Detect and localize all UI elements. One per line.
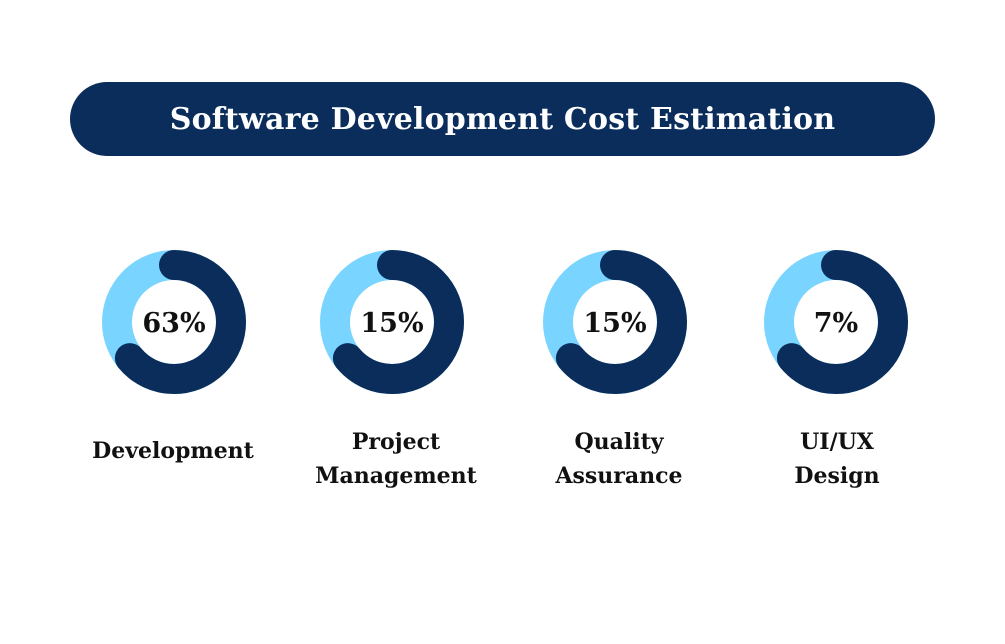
- donut-value-arc: [102, 250, 246, 394]
- donut-value-label: 63%: [142, 308, 205, 339]
- donut-chart-2: 15%: [543, 250, 687, 394]
- category-label-line: Development: [92, 438, 254, 464]
- category-label-line: Project: [351, 429, 441, 455]
- category-label-project-management: Project Management: [286, 425, 506, 493]
- donut-value-label: 15%: [360, 308, 423, 339]
- category-label-development: Development: [63, 434, 283, 468]
- category-label-line: Design: [794, 463, 880, 489]
- donut-value-label: 15%: [583, 308, 646, 339]
- donut-value-arc: [543, 250, 687, 394]
- title-banner: Software Development Cost Estimation: [70, 82, 935, 156]
- donut-value-arc: [764, 250, 908, 394]
- chart-title: Software Development Cost Estimation: [169, 101, 836, 137]
- category-label-line: Quality: [574, 429, 664, 455]
- category-label-line: Management: [315, 463, 477, 489]
- category-label-ui-ux-design: UI/UX Design: [727, 425, 947, 493]
- donut-value-arc: [320, 250, 464, 394]
- category-label-quality-assurance: Quality Assurance: [509, 425, 729, 493]
- donut-value-label: 7%: [814, 308, 858, 339]
- donut-chart-3: 7%: [764, 250, 908, 394]
- category-label-line: UI/UX: [800, 429, 874, 455]
- category-label-line: Assurance: [555, 463, 683, 489]
- donut-chart-1: 15%: [320, 250, 464, 394]
- donut-chart-0: 63%: [102, 250, 246, 394]
